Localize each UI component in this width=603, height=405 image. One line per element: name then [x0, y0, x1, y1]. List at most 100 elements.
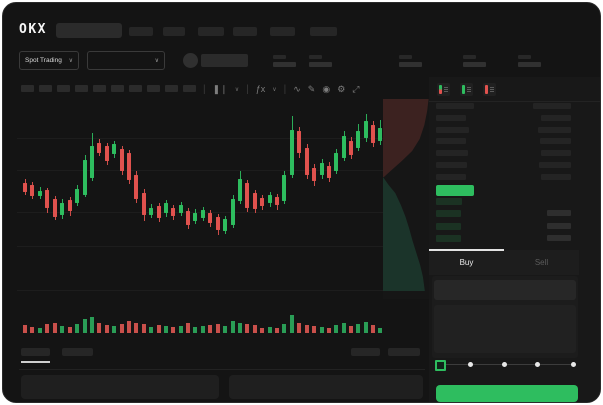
volume-bar — [371, 325, 375, 333]
volume-bar — [164, 326, 168, 333]
pair-name-placeholder — [201, 54, 248, 67]
volume-bar — [216, 324, 220, 333]
volume-bar — [38, 328, 42, 333]
volume-bar — [53, 323, 57, 333]
timeframe-button-placeholder[interactable] — [129, 85, 142, 92]
volume-bar — [30, 327, 34, 333]
slider-stop-75[interactable] — [535, 362, 540, 367]
chart-type-icon[interactable]: ❚❘ — [212, 83, 228, 94]
volume-bar — [349, 326, 353, 333]
candle-body — [208, 213, 212, 223]
volume-bar — [97, 323, 101, 333]
candle-body — [179, 205, 183, 213]
nav-item-placeholder[interactable] — [270, 27, 295, 36]
price-input[interactable] — [434, 280, 576, 300]
candle-body — [30, 185, 34, 196]
volume-bar — [334, 325, 338, 333]
candle-body — [223, 219, 227, 231]
pair-selector[interactable]: ∨ — [87, 51, 165, 70]
volume-bar — [290, 315, 294, 333]
market-type-selector[interactable]: Spot Trading ∨ — [19, 51, 79, 70]
bid-price-placeholder — [436, 210, 461, 218]
volume-bar — [253, 325, 257, 333]
last-price-badge[interactable] — [436, 185, 474, 196]
bottom-action-placeholder[interactable] — [351, 348, 380, 356]
wave-line-icon[interactable]: ∿ — [293, 83, 301, 94]
timeframe-button-placeholder[interactable] — [93, 85, 106, 92]
timeframe-button-placeholder[interactable] — [165, 85, 178, 92]
nav-item-placeholder[interactable] — [129, 27, 153, 36]
tab-sell[interactable]: Sell — [534, 258, 549, 267]
ask-price-placeholder — [436, 173, 466, 180]
gridline — [17, 212, 383, 213]
ask-price-placeholder — [436, 103, 474, 109]
slider-stop-50[interactable] — [502, 362, 507, 367]
timeframe-button-placeholder[interactable] — [21, 85, 34, 92]
stat-value-placeholder — [463, 62, 486, 67]
orderbook-bids-only-icon[interactable] — [460, 83, 473, 96]
fullscreen-expand-icon[interactable]: ⤢ — [352, 83, 360, 94]
bottom-tab-placeholder[interactable] — [21, 348, 50, 356]
ask-size-placeholder — [539, 162, 571, 168]
ask-size-placeholder — [541, 114, 571, 121]
orderbook-mode-switcher — [437, 83, 496, 96]
candle-body — [105, 146, 109, 161]
slider-handle[interactable] — [435, 360, 446, 371]
candle-body — [327, 166, 331, 178]
bid-price-placeholder — [436, 198, 462, 205]
volume-bar — [193, 327, 197, 333]
timeframe-button-placeholder[interactable] — [147, 85, 160, 92]
slider-stop-100[interactable] — [571, 362, 576, 367]
camera-snapshot-icon[interactable]: ◉ — [322, 83, 331, 94]
amount-slider[interactable] — [439, 364, 575, 365]
timeframe-button-placeholder[interactable] — [75, 85, 88, 92]
nav-item-placeholder[interactable] — [163, 27, 185, 36]
stat-value-placeholder — [518, 62, 541, 67]
candle-body — [378, 128, 382, 141]
market-type-label: Spot Trading — [25, 57, 62, 64]
candle-body — [356, 131, 360, 148]
volume-bar — [120, 324, 124, 333]
orderbook-both-sides-icon[interactable] — [437, 83, 450, 96]
candle-body — [45, 190, 49, 208]
chart-type-chevron-icon[interactable]: ∨ — [234, 86, 240, 93]
active-tab-indicator — [429, 249, 504, 251]
timeframe-button-placeholder[interactable] — [183, 85, 196, 92]
bid-size-placeholder — [547, 222, 571, 229]
volume-bar — [105, 325, 109, 333]
bottom-tab-placeholder[interactable] — [62, 348, 93, 356]
search-input[interactable] — [56, 23, 122, 38]
bottom-action-placeholder[interactable] — [388, 348, 420, 356]
gear-settings-icon[interactable]: ⚙ — [337, 83, 346, 94]
candle-body — [38, 191, 42, 196]
timeframe-button-placeholder[interactable] — [39, 85, 52, 92]
candle-body — [120, 149, 124, 171]
tab-buy[interactable]: Buy — [459, 258, 474, 267]
stat-value-placeholder — [309, 62, 332, 67]
orderbook-asks-only-icon[interactable] — [483, 83, 496, 96]
candle-body — [216, 217, 220, 230]
timeframe-button-placeholder[interactable] — [57, 85, 70, 92]
volume-bar — [275, 328, 279, 333]
draw-pencil-icon[interactable]: ✎ — [307, 83, 316, 94]
nav-item-placeholder[interactable] — [198, 27, 224, 36]
indicators-icon[interactable]: ƒx — [255, 84, 266, 94]
candle-body — [268, 195, 272, 203]
nav-item-placeholder[interactable] — [233, 27, 257, 36]
volume-bar — [149, 327, 153, 333]
candle-body — [68, 200, 72, 211]
candle-body — [112, 144, 116, 154]
volume-bar — [75, 324, 79, 333]
ask-size-placeholder — [540, 138, 571, 145]
indicators-chevron-icon[interactable]: ∨ — [272, 86, 277, 93]
okx-logo[interactable]: OKX — [19, 22, 47, 37]
slider-stop-25[interactable] — [468, 362, 473, 367]
candle-body — [290, 130, 294, 175]
volume-bar — [142, 324, 146, 333]
timeframe-button-placeholder[interactable] — [111, 85, 124, 92]
nav-item-placeholder[interactable] — [310, 27, 337, 36]
amount-input[interactable] — [434, 305, 576, 353]
volume-bar — [68, 327, 72, 333]
buy-button[interactable] — [436, 385, 578, 402]
